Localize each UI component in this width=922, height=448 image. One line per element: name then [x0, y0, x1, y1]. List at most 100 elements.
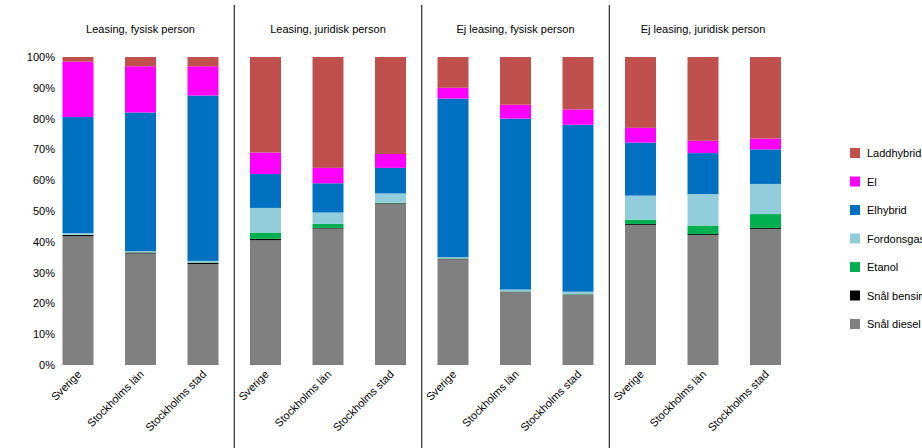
category-label: Stockholms län — [272, 368, 333, 429]
panels: Leasing, fysisk person Leasing, juridisk … — [86, 5, 765, 448]
bar-segment — [250, 174, 281, 208]
legend: LaddhybridElElhybridFordonsgasEtanolSnål… — [850, 147, 922, 330]
category-label: Stockholms stad — [330, 368, 396, 434]
bar-segment — [438, 88, 469, 99]
bar-segment — [313, 183, 344, 212]
bar-segment — [375, 57, 406, 154]
bar-segment — [688, 57, 719, 141]
bar-segment — [500, 292, 531, 365]
bar-segment — [188, 261, 219, 263]
y-tick-label: 70% — [33, 143, 55, 155]
bar-segment — [188, 57, 219, 66]
bar-segment — [125, 57, 156, 66]
bar-segment — [750, 149, 781, 183]
bar-segment — [563, 292, 594, 294]
category-label: Sverige — [49, 368, 84, 403]
bar-segment — [63, 117, 94, 233]
legend-swatch — [850, 319, 860, 329]
bar-segment — [188, 264, 219, 365]
y-tick-label: 100% — [27, 51, 55, 63]
bar-segment — [500, 57, 531, 105]
bar-segment — [625, 220, 656, 224]
bar-segment — [438, 57, 469, 88]
panel-title: Ej leasing, fysisk person — [457, 23, 575, 35]
bar-segment — [500, 291, 531, 292]
bar-segment — [313, 229, 344, 365]
legend-label: Fordonsgas — [867, 233, 922, 245]
y-tick-label: 20% — [33, 297, 55, 309]
bar-segment — [500, 290, 531, 292]
bar-segment — [250, 152, 281, 174]
category-label: Sverige — [611, 368, 646, 403]
legend-swatch — [850, 262, 860, 272]
bar-segment — [625, 128, 656, 143]
bar-segment — [125, 252, 156, 253]
y-tick-label: 10% — [33, 328, 55, 340]
bar-segment — [250, 240, 281, 365]
y-tick-label: 30% — [33, 267, 55, 279]
bar-segment — [63, 57, 94, 62]
bar-segment — [188, 66, 219, 95]
legend-swatch — [850, 205, 860, 215]
bar-segment — [750, 57, 781, 139]
bar-segment — [688, 194, 719, 225]
bar-segment — [125, 254, 156, 365]
bar-segment — [625, 225, 656, 365]
bar-segment — [125, 66, 156, 112]
bar-segment — [438, 259, 469, 365]
bar-segment — [313, 168, 344, 183]
legend-label: El — [867, 176, 877, 188]
panel-title: Leasing, fysisk person — [86, 23, 195, 35]
y-tick-label: 60% — [33, 174, 55, 186]
category-label: Stockholms stad — [518, 368, 584, 434]
category-label: Stockholms stad — [143, 368, 209, 434]
bar-segment — [125, 252, 156, 254]
bar-segment — [375, 193, 406, 202]
panel-separator — [234, 5, 235, 448]
bar-segment — [250, 233, 281, 239]
panel-title: Leasing, juridisk person — [270, 23, 386, 35]
legend-swatch — [850, 148, 860, 158]
y-tick-label: 40% — [33, 236, 55, 248]
bar-segment — [250, 239, 281, 241]
bar-segment — [563, 125, 594, 292]
bar-segment — [438, 258, 469, 259]
category-label: Stockholms län — [460, 368, 521, 429]
bar-segment — [563, 57, 594, 109]
legend-swatch — [850, 177, 860, 187]
bar-segment — [63, 235, 94, 236]
category-label: Stockholms län — [85, 368, 146, 429]
bar-segment — [750, 229, 781, 365]
bar-segment — [625, 143, 656, 196]
bar-segment — [375, 168, 406, 194]
bar-segment — [688, 225, 719, 234]
bar-segment — [750, 214, 781, 228]
panel-title: Ej leasing, juridisk person — [641, 23, 766, 35]
bar-segment — [313, 213, 344, 224]
y-axis: 0%10%20%30%40%50%60%70%80%90%100% — [27, 51, 55, 371]
bar-segment — [438, 99, 469, 258]
x-axis: SverigeStockholms länStockholms stadSver… — [49, 368, 771, 434]
bar-segment — [63, 233, 94, 235]
bar-segment — [750, 139, 781, 150]
bar-segment — [563, 109, 594, 124]
y-tick-label: 0% — [39, 359, 55, 371]
bar-segment — [438, 258, 469, 260]
bar-segment — [500, 105, 531, 119]
y-tick-label: 80% — [33, 113, 55, 125]
legend-swatch — [850, 234, 860, 244]
bar-segment — [125, 112, 156, 251]
bar-segment — [625, 196, 656, 220]
category-label: Sverige — [236, 368, 271, 403]
category-label: Stockholms stad — [705, 368, 771, 434]
bar-segment — [500, 119, 531, 290]
legend-label: Elhybrid — [867, 204, 907, 216]
legend-label: Laddhybrid — [867, 147, 921, 159]
legend-label: Snål bensin — [867, 290, 922, 302]
bar-segment — [125, 251, 156, 252]
y-tick-label: 50% — [33, 205, 55, 217]
bar-segment — [625, 57, 656, 128]
category-label: Stockholms län — [647, 368, 708, 429]
bar-segment — [188, 263, 219, 264]
bar-segment — [63, 236, 94, 365]
